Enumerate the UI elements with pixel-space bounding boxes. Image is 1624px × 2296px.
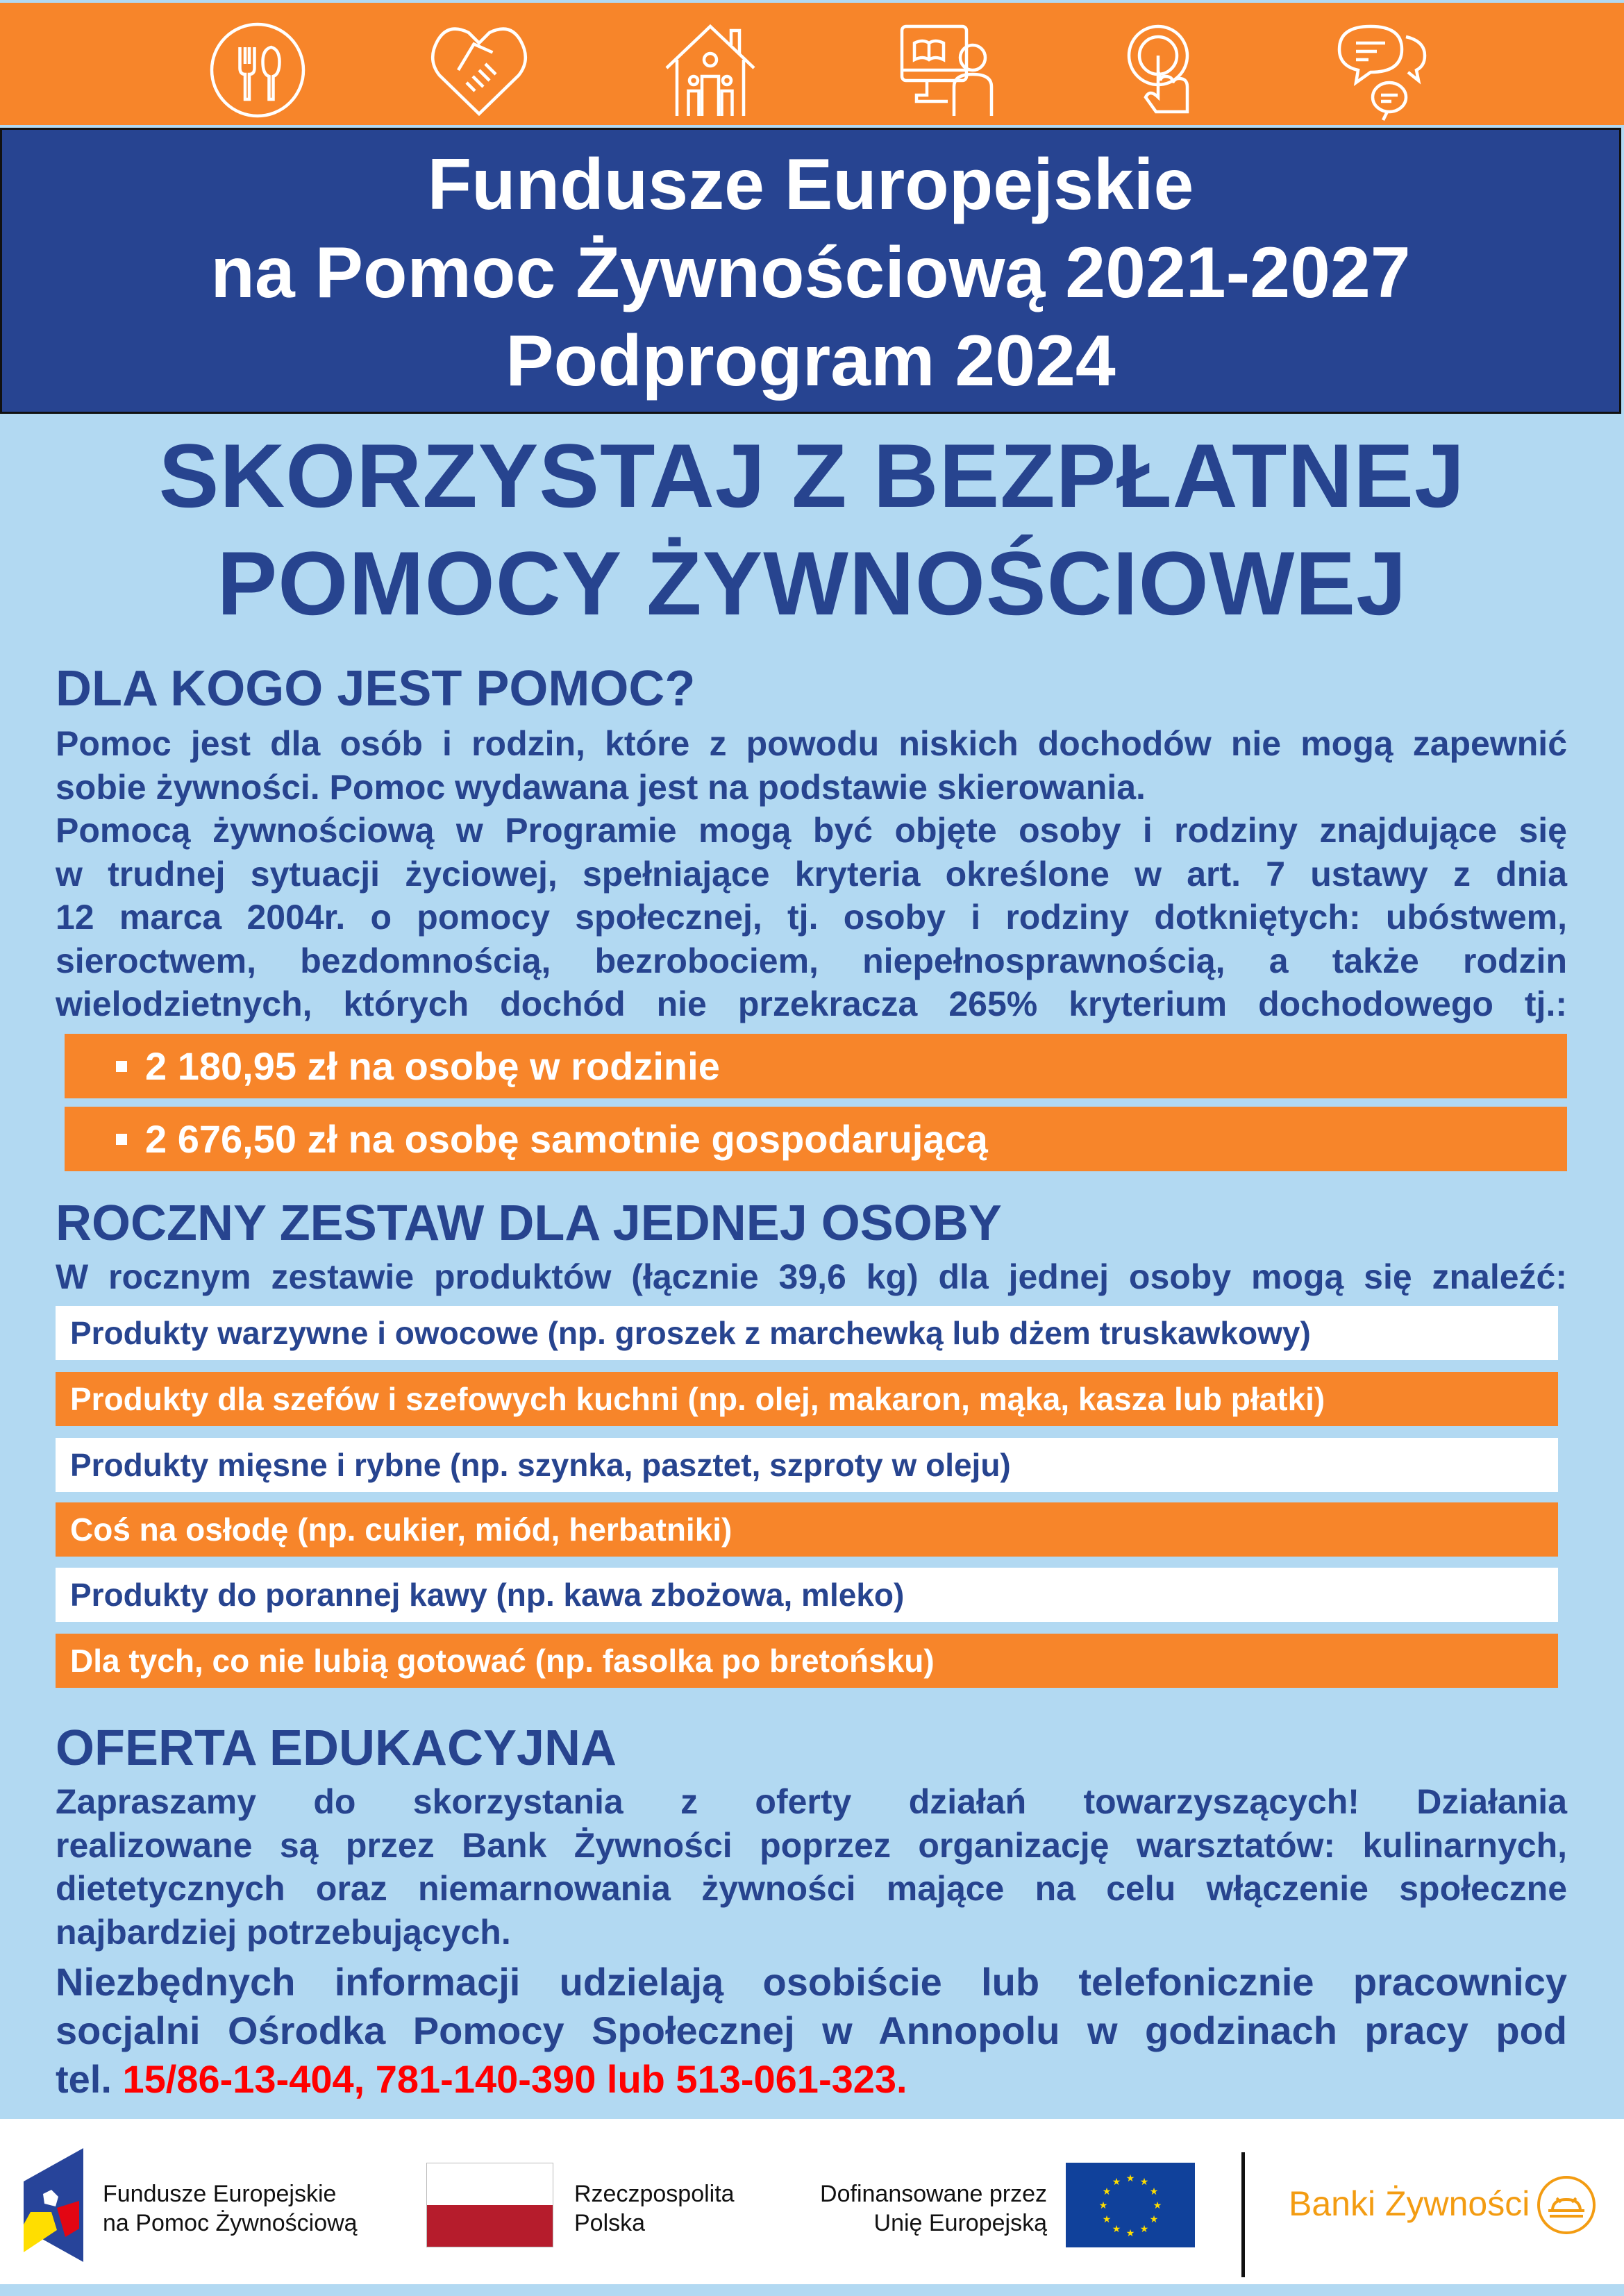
computer-book-person-icon	[896, 18, 1000, 122]
bullet-square-icon	[116, 1061, 127, 1073]
svg-text:★: ★	[1126, 2228, 1135, 2239]
polish-flag-icon	[426, 2163, 553, 2247]
bullet-square-icon	[116, 1134, 127, 1146]
phone-numbers: 15/86-13-404, 781-140-390 lub 513-061-32…	[122, 2057, 907, 2101]
svg-text:★: ★	[1150, 2214, 1159, 2225]
title-line-1: Fundusze Europejskie	[427, 144, 1194, 225]
eu-line-1: Dofinansowane przez	[820, 2181, 1047, 2207]
icon-banner	[0, 0, 1624, 125]
fe-logo-icon	[24, 2148, 83, 2262]
contact-line: Niezbędnych informacji udzielają osobiśc…	[56, 1960, 1567, 2004]
set-intro-text: W rocznym zestawie produktów (łącznie 39…	[56, 1257, 1567, 1296]
house-family-icon	[658, 18, 762, 122]
svg-text:★: ★	[1099, 2200, 1108, 2211]
headline-line-1: SKORZYSTAJ Z BEZPŁATNEJ	[158, 425, 1466, 526]
svg-text:★: ★	[1140, 2224, 1149, 2235]
tel-prefix: tel.	[56, 2057, 123, 2101]
edu-line: Zapraszamy do skorzystania z oferty dzia…	[56, 1782, 1567, 1821]
heart-handshake-icon	[427, 18, 531, 122]
svg-text:★: ★	[1103, 2186, 1112, 2197]
product-row: Coś na osłodę (np. cukier, miód, herbatn…	[56, 1502, 1558, 1557]
product-row: Produkty dla szefów i szefowych kuchni (…	[56, 1372, 1558, 1426]
who-line: 12 marca 2004r. o pomocy społecznej, tj.…	[56, 898, 1567, 937]
section-heading-set: ROCZNY ZESTAW DLA JEDNEJ OSOBY	[56, 1196, 1002, 1251]
program-title-box: Fundusze Europejskie na Pomoc Żywnościow…	[0, 128, 1621, 414]
svg-text:★: ★	[1140, 2177, 1149, 2188]
set-intro: W rocznym zestawie produktów (łącznie 39…	[56, 1255, 1567, 1299]
headline-line-2: POMOCY ŻYWNOŚCIOWEJ	[217, 533, 1407, 634]
rp-logo-text: Rzeczpospolita Polska	[574, 2179, 735, 2238]
product-row: Produkty warzywne i owocowe (np. groszek…	[56, 1306, 1558, 1360]
title-line-2: na Pomoc Żywnościową 2021-2027	[210, 233, 1411, 313]
edu-line: realizowane są przez Bank Żywności poprz…	[56, 1825, 1567, 1865]
who-paragraph: Pomoc jest dla osób i rodzin, które z po…	[56, 722, 1567, 1026]
product-row: Produkty do porannej kawy (np. kawa zboż…	[56, 1568, 1558, 1622]
who-line: sobie żywności. Pomoc wydawana jest na p…	[56, 767, 1146, 807]
eu-logo-text: Dofinansowane przez Unię Europejską	[769, 2179, 1047, 2238]
svg-text:★: ★	[1103, 2214, 1112, 2225]
svg-text:★: ★	[1112, 2177, 1121, 2188]
who-line: w trudnej sytuacji życiowej, spełniające…	[56, 854, 1567, 894]
eu-line-2: Unię Europejską	[873, 2210, 1047, 2236]
chat-bubbles-icon	[1329, 18, 1433, 122]
fe-logo-text: Fundusze Europejskie na Pomoc Żywnościow…	[103, 2179, 358, 2238]
fe-line-1: Fundusze Europejskie	[103, 2181, 337, 2207]
banki-zywnosci-logo-icon	[1536, 2175, 1597, 2236]
edu-line: najbardziej potrzebujących.	[56, 1912, 511, 1952]
contact-paragraph: Niezbędnych informacji udzielają osobiśc…	[56, 1958, 1567, 2104]
svg-text:★: ★	[1126, 2173, 1135, 2184]
rp-line-2: Polska	[574, 2210, 646, 2236]
income-criterion-single: 2 676,50 zł na osobę samotnie gospodaruj…	[65, 1107, 1567, 1171]
section-heading-edu: OFERTA EDUKACYJNA	[56, 1720, 617, 1776]
product-row: Dla tych, co nie lubią gotować (np. faso…	[56, 1634, 1558, 1688]
criterion-text: 2 676,50 zł na osobę samotnie gospodaruj…	[145, 1117, 988, 1161]
edu-line: dietetycznych oraz niemarnowania żywnośc…	[56, 1869, 1567, 1908]
contact-line: socjalni Ośrodka Pomocy Społecznej w Ann…	[56, 2009, 1567, 2052]
plate-cutlery-icon	[206, 18, 310, 122]
who-line: wielodzietnych, których dochód nie przek…	[56, 984, 1567, 1023]
section-heading-who: DLA KOGO JEST POMOC?	[56, 661, 696, 717]
svg-text:★: ★	[1112, 2224, 1121, 2235]
svg-text:★: ★	[1150, 2186, 1159, 2197]
title-line-3: Podprogram 2024	[505, 321, 1116, 401]
contact-phone-line: tel. 15/86-13-404, 781-140-390 lub 513-0…	[56, 2055, 1567, 2104]
who-line: Pomoc jest dla osób i rodzin, które z po…	[56, 724, 1567, 763]
divider	[1241, 2152, 1245, 2277]
criterion-text: 2 180,95 zł na osobę w rodzinie	[145, 1044, 720, 1088]
product-row: Produkty mięsne i rybne (np. szynka, pas…	[56, 1438, 1558, 1492]
touch-hand-icon	[1116, 18, 1221, 122]
income-criterion-family: 2 180,95 zł na osobę w rodzinie	[65, 1034, 1567, 1098]
footer-logos: Fundusze Europejskie na Pomoc Żywnościow…	[0, 2119, 1624, 2284]
svg-text:★: ★	[1153, 2200, 1162, 2211]
banki-zywnosci-logo-text: Banki Żywności	[1289, 2184, 1530, 2223]
who-line: Pomocą żywnościową w Programie mogą być …	[56, 811, 1567, 850]
eu-flag-icon: ★ ★ ★ ★ ★ ★ ★ ★ ★ ★ ★ ★	[1066, 2163, 1195, 2247]
rp-line-1: Rzeczpospolita	[574, 2181, 735, 2207]
edu-paragraph: Zapraszamy do skorzystania z oferty dzia…	[56, 1780, 1567, 1954]
fe-line-2: na Pomoc Żywnościową	[103, 2210, 358, 2236]
who-line: sieroctwem, bezdomnością, bezrobociem, n…	[56, 941, 1567, 980]
